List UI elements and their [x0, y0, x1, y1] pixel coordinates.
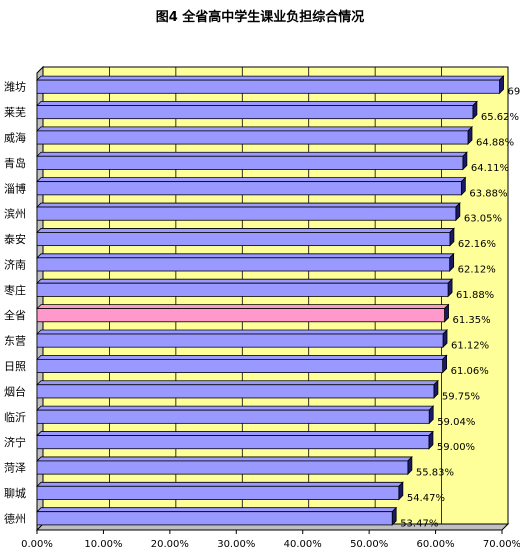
bar: [36, 308, 445, 323]
data-label: 63.88%: [469, 188, 507, 199]
bar-top-face: [36, 329, 448, 335]
category-label: 潍坊: [4, 80, 26, 94]
data-label: 54.47%: [407, 493, 445, 504]
data-label: 59.04%: [437, 417, 475, 428]
x-tick-label: 70.00%: [483, 539, 520, 550]
bar: [36, 435, 430, 450]
chart-title: 图4 全省高中学生课业负担综合情况: [155, 10, 365, 25]
x-tick-label: 40.00%: [284, 539, 322, 550]
data-label: 59.00%: [437, 442, 475, 453]
data-label: 62.16%: [458, 239, 496, 250]
data-label: 64.11%: [471, 163, 509, 174]
data-label: 59.75%: [442, 391, 480, 402]
category-label: 青岛: [4, 156, 26, 170]
bar-top-face: [36, 431, 434, 436]
x-tick-label: 30.00%: [217, 539, 255, 550]
data-label: 61.06%: [451, 366, 489, 377]
category-label: 日照: [4, 360, 26, 373]
category-label: 济宁: [4, 435, 26, 449]
bar-top-face: [36, 405, 435, 411]
bar: [36, 384, 435, 399]
bar: [36, 511, 393, 526]
bar: [36, 282, 449, 297]
bar: [36, 257, 451, 272]
bar: [36, 232, 451, 247]
bar: [36, 485, 400, 500]
bar: [36, 358, 444, 373]
bar-top-face: [36, 151, 468, 157]
category-label: 莱芜: [4, 105, 26, 119]
category-label: 临沂: [4, 410, 26, 424]
bar-top-face: [36, 380, 439, 386]
category-label: 淄博: [4, 182, 26, 195]
bar-top-face: [36, 304, 450, 309]
bar-top-face: [36, 75, 505, 81]
bar-top-face: [36, 456, 413, 462]
x-tick-label: 10.00%: [84, 539, 122, 550]
data-label: 69.63%: [508, 87, 520, 98]
category-label: 聊城: [4, 486, 26, 500]
data-label: 62.12%: [458, 264, 496, 275]
bar-top-face: [36, 481, 404, 487]
bar-top-face: [36, 202, 461, 208]
x-tick-label: 0.00%: [21, 539, 53, 550]
bar-top-face: [36, 177, 467, 183]
bar-top-face: [36, 126, 473, 132]
x-tick-label: 50.00%: [350, 539, 388, 550]
bar: [36, 130, 469, 145]
category-label: 东营: [4, 334, 26, 348]
data-label: 61.88%: [456, 290, 494, 301]
category-label: 济南: [4, 257, 26, 271]
bar: [36, 206, 457, 221]
data-label: 53.47%: [400, 518, 438, 529]
bar-top-face: [36, 507, 398, 513]
category-label: 威海: [4, 130, 26, 144]
category-label: 全省: [4, 308, 26, 322]
bar-top-face: [36, 253, 455, 259]
bar: [36, 409, 430, 424]
bar-top-face: [36, 354, 448, 360]
category-label: 德州: [4, 511, 26, 525]
bar: [36, 460, 409, 475]
data-label: 61.12%: [451, 341, 489, 352]
category-label: 菏泽: [4, 462, 26, 475]
data-label: 55.83%: [416, 468, 454, 479]
data-label: 64.88%: [476, 137, 514, 148]
bar: [36, 105, 474, 120]
category-label: 枣庄: [4, 283, 26, 297]
x-tick-label: 20.00%: [151, 539, 189, 550]
category-label: 烟台: [4, 384, 26, 398]
bar: [36, 79, 500, 94]
bar: [36, 155, 464, 170]
data-label: 63.05%: [464, 214, 502, 225]
bar-top-face: [36, 101, 478, 106]
data-label: 61.35%: [453, 315, 491, 326]
category-label: 泰安: [4, 232, 26, 246]
bar: [36, 333, 444, 348]
x-tick-label: 60.00%: [417, 539, 455, 550]
bar: [36, 181, 462, 196]
bar-top-face: [36, 278, 454, 284]
data-label: 65.62%: [481, 112, 519, 123]
bar-top-face: [36, 228, 455, 233]
category-label: 滨州: [4, 207, 26, 221]
